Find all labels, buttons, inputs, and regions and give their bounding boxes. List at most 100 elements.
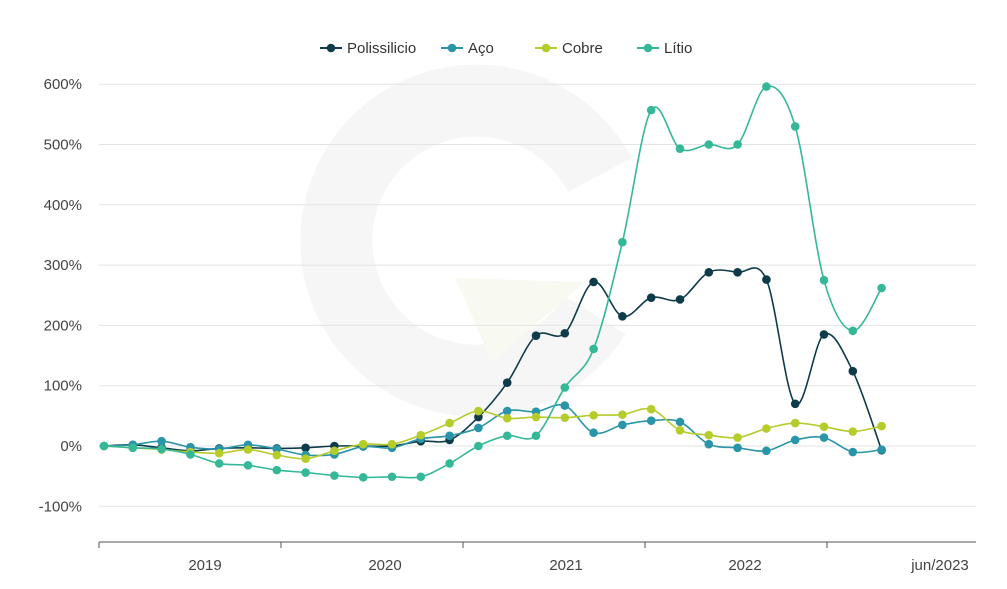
data-point — [445, 418, 454, 428]
data-point — [790, 399, 800, 409]
y-tick-label: 300% — [44, 257, 82, 274]
data-point — [502, 406, 512, 416]
data-point — [214, 448, 224, 458]
data-point — [733, 433, 742, 442]
y-tick-label: 400% — [44, 197, 82, 214]
data-point — [618, 420, 627, 430]
legend-item-polissilicio: Polissilicio — [320, 40, 416, 57]
data-point — [733, 140, 742, 149]
data-point — [445, 459, 454, 468]
data-point — [301, 454, 310, 463]
data-point — [416, 472, 426, 482]
data-point — [589, 277, 598, 287]
data-point — [704, 268, 714, 277]
data-point — [848, 366, 858, 376]
legend-label: Lítio — [664, 40, 692, 57]
data-point — [790, 435, 800, 445]
data-point — [589, 410, 598, 420]
x-axis-ticks: 2019 2020 2021 2022 jun/2023 — [98, 542, 969, 574]
y-tick-label: 200% — [44, 317, 82, 334]
data-point — [272, 444, 282, 454]
series-cobre — [99, 404, 886, 463]
y-tick-label: 500% — [44, 137, 82, 154]
data-point — [618, 312, 627, 321]
data-point — [387, 439, 397, 449]
data-point — [560, 413, 570, 422]
legend-swatch-marker — [326, 43, 336, 53]
data-point — [675, 144, 685, 154]
data-point — [531, 431, 541, 441]
data-point — [646, 416, 656, 425]
data-point — [877, 421, 886, 431]
data-point — [416, 430, 426, 440]
data-point — [819, 330, 829, 339]
legend-item-aco: Aço — [441, 40, 494, 57]
y-tick-label: 0% — [60, 438, 82, 455]
x-axis: 2019 2020 2021 2022 jun/2023 — [98, 541, 976, 574]
data-point — [704, 140, 714, 149]
data-point — [128, 443, 138, 453]
data-point — [877, 445, 886, 454]
legend-item-cobre: Cobre — [535, 40, 603, 57]
data-point — [358, 473, 368, 482]
legend-swatch-marker — [447, 43, 457, 53]
x-tick-label: 2019 — [188, 557, 221, 574]
data-point — [186, 450, 195, 459]
x-tick-label: 2020 — [368, 557, 401, 574]
data-point — [157, 436, 166, 446]
data-point — [445, 431, 454, 441]
data-point — [733, 443, 742, 453]
legend-label: Aço — [468, 40, 494, 57]
data-point — [762, 446, 771, 456]
data-point — [675, 417, 685, 427]
data-point — [790, 122, 800, 131]
data-point — [560, 401, 570, 410]
legend-swatch-marker — [643, 43, 653, 53]
watermark-logo — [300, 64, 632, 417]
data-point — [502, 413, 512, 423]
series-line-aco — [103, 404, 882, 457]
data-point — [762, 82, 771, 91]
data-point — [531, 331, 541, 340]
data-point — [243, 445, 253, 454]
x-tick-label: jun/2023 — [910, 557, 969, 574]
legend-swatch-marker — [541, 43, 551, 53]
data-point — [560, 328, 570, 338]
data-point — [502, 378, 512, 387]
data-point — [589, 344, 598, 354]
x-tick-label: 2021 — [549, 557, 582, 574]
data-point — [272, 450, 282, 460]
data-point — [502, 431, 512, 441]
series-group — [99, 82, 886, 482]
data-point — [877, 283, 886, 293]
legend-label: Cobre — [562, 40, 603, 57]
x-tick-label: 2022 — [728, 557, 761, 574]
data-point — [272, 465, 282, 475]
data-point — [618, 237, 627, 247]
data-point — [474, 412, 483, 422]
data-point — [704, 439, 714, 449]
data-point — [474, 441, 483, 451]
data-point — [762, 275, 771, 284]
data-point — [646, 404, 656, 414]
y-tick-label: 100% — [44, 378, 82, 395]
legend: Polissilicio Aço Cobre Lítio — [320, 40, 692, 57]
data-point — [330, 471, 339, 480]
data-point — [704, 430, 714, 440]
data-point — [301, 443, 310, 453]
data-point — [848, 447, 858, 457]
legend-label: Polissilicio — [347, 40, 416, 57]
data-point — [848, 326, 858, 336]
data-point — [358, 439, 368, 449]
data-point — [157, 444, 166, 454]
data-point — [675, 426, 685, 435]
data-point — [330, 446, 339, 456]
data-point — [819, 275, 829, 285]
data-point — [474, 406, 483, 416]
data-point — [243, 460, 253, 470]
data-point — [819, 422, 829, 432]
legend-item-litio: Lítio — [637, 40, 692, 57]
data-point — [387, 472, 397, 482]
y-tick-label: 600% — [44, 76, 82, 93]
